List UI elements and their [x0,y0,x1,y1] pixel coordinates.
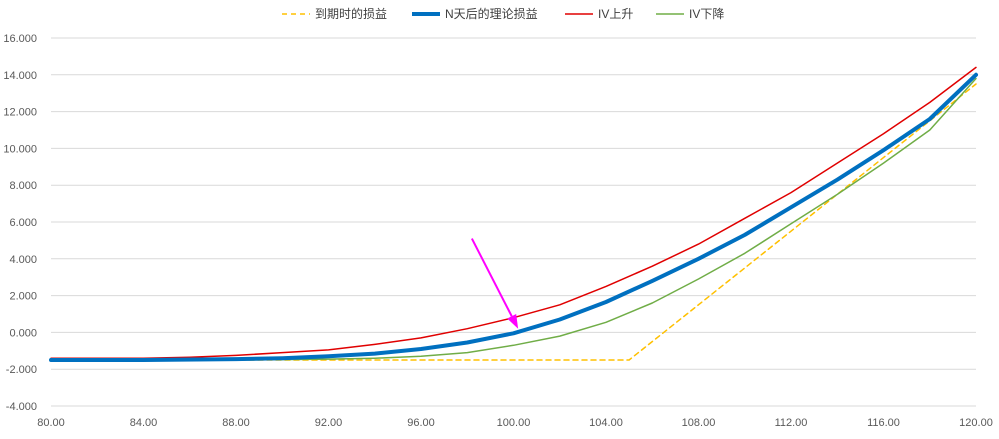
legend-label-3: IV下降 [689,7,724,21]
y-tick-label: 16.000 [3,33,37,45]
series-line-2 [50,66,977,359]
y-tick-label: 10.000 [3,143,37,155]
y-tick-label: 8.000 [9,180,37,192]
legend-label-1: N天后的理论损益 [445,6,538,21]
arrow-head [507,313,519,329]
x-tick-label: 112.00 [775,417,808,429]
y-tick-label: 2.000 [9,291,37,303]
x-tick-label: 80.00 [37,417,65,429]
y-tick-label: -4.000 [6,401,37,413]
series-lines [49,66,978,362]
arrow-shaft [470,238,513,317]
legend: 到期时的损益 N天后的理论损益 IV上升 IV下降 [282,6,724,21]
x-tick-label: 104.00 [589,417,623,429]
y-tick-label: -2.000 [6,364,37,376]
y-tick-label: 6.000 [9,217,37,229]
grid [51,37,976,407]
x-axis-tick-labels: 80.00 84.00 88.00 92.00 96.00 100.00 104.00 108… [37,417,993,429]
annotations [470,238,519,329]
x-tick-label: 88.00 [222,417,250,429]
y-axis-tick-labels: 16.000 14.000 12.000 10.000 8.000 6.000 4.000 2… [3,33,37,413]
y-tick-label: 4.000 [9,254,37,266]
x-tick-label: 84.00 [130,417,158,429]
x-tick-label: 92.00 [315,417,343,429]
y-tick-label: 14.000 [3,70,37,82]
legend-label-2: IV上升 [598,7,633,21]
x-tick-label: 116.00 [867,417,900,429]
x-tick-label: 100.00 [497,417,531,429]
y-tick-label: 12.000 [3,107,37,119]
series-line-3 [50,77,977,361]
y-tick-label: 0.000 [9,327,37,339]
x-tick-label: 108.00 [682,417,716,429]
x-tick-label: 120.00 [959,417,993,429]
legend-label-0: 到期时的损益 [315,6,387,21]
x-tick-label: 96.00 [407,417,435,429]
series-line-1 [49,72,978,362]
